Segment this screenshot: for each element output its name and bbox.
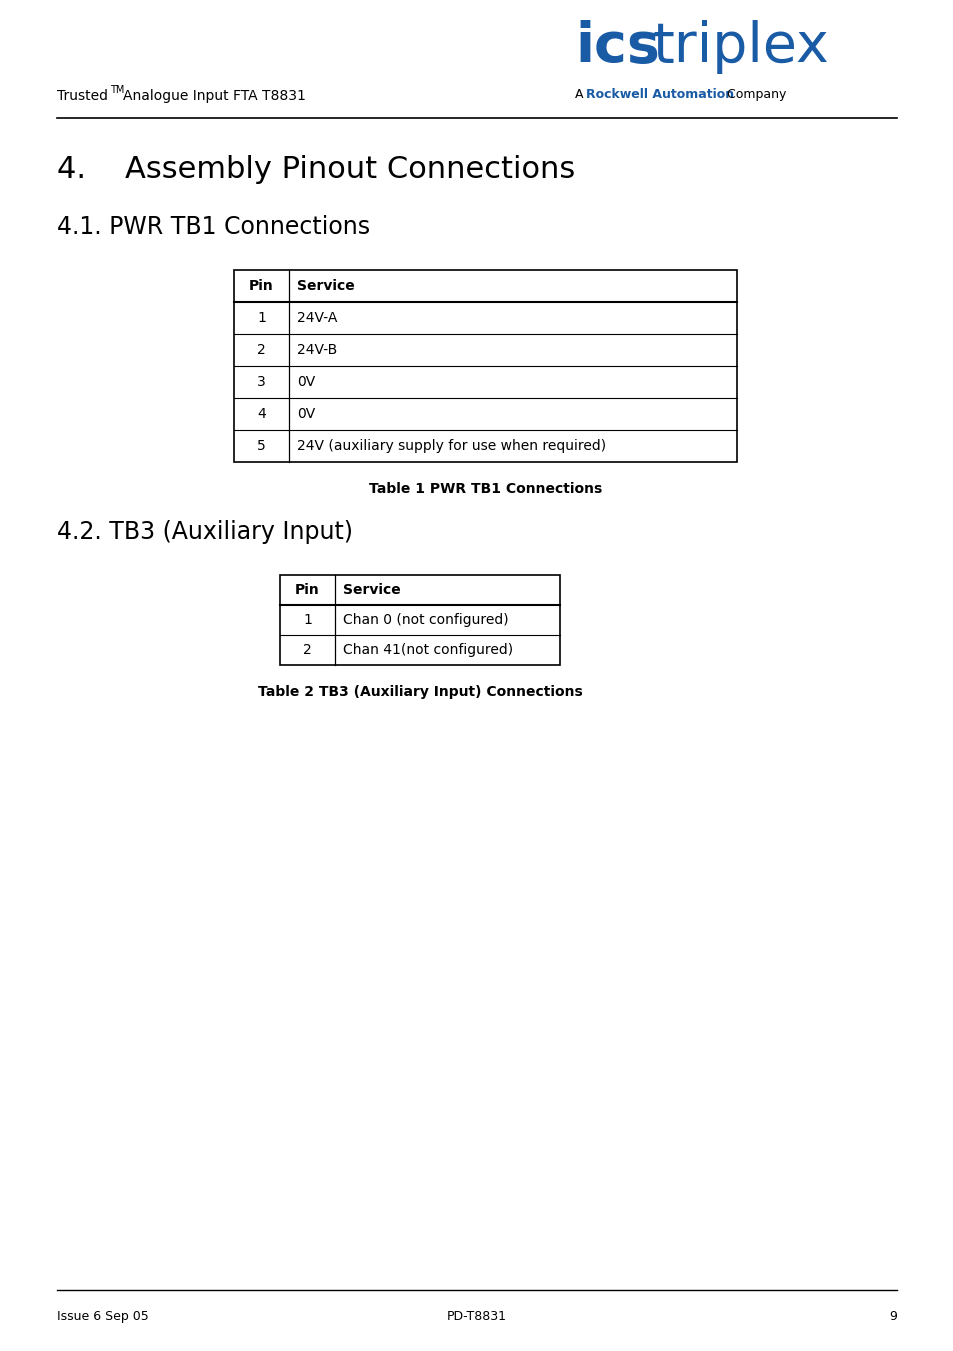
Bar (233, 270, 737, 462)
Text: 1: 1 (303, 613, 312, 627)
Text: Trusted: Trusted (57, 89, 108, 103)
Text: Chan 0 (not configured): Chan 0 (not configured) (343, 613, 508, 627)
Text: Company: Company (722, 88, 785, 101)
Text: Table 1 PWR TB1 Connections: Table 1 PWR TB1 Connections (369, 482, 601, 496)
Text: 3: 3 (257, 376, 266, 389)
Text: Analogue Input FTA T8831: Analogue Input FTA T8831 (123, 89, 306, 103)
Text: Chan 41(not configured): Chan 41(not configured) (343, 643, 513, 657)
Text: 9: 9 (888, 1310, 896, 1323)
Text: 0V: 0V (296, 407, 314, 422)
Text: 1: 1 (256, 311, 266, 326)
Text: 2: 2 (303, 643, 312, 657)
Bar (280, 576, 559, 665)
Text: 4.2. TB3 (Auxiliary Input): 4.2. TB3 (Auxiliary Input) (57, 520, 353, 544)
Text: ics: ics (575, 20, 659, 74)
Text: TM: TM (110, 85, 124, 95)
Text: triplex: triplex (652, 20, 829, 74)
Text: 24V-B: 24V-B (296, 343, 337, 357)
Text: 4.    Assembly Pinout Connections: 4. Assembly Pinout Connections (57, 155, 575, 184)
Text: 4.1. PWR TB1 Connections: 4.1. PWR TB1 Connections (57, 215, 370, 239)
Text: 24V-A: 24V-A (296, 311, 337, 326)
Text: Pin: Pin (249, 280, 274, 293)
Text: Issue 6 Sep 05: Issue 6 Sep 05 (57, 1310, 149, 1323)
Text: A: A (575, 88, 587, 101)
Text: 2: 2 (257, 343, 266, 357)
Text: 5: 5 (257, 439, 266, 453)
Text: Table 2 TB3 (Auxiliary Input) Connections: Table 2 TB3 (Auxiliary Input) Connection… (257, 685, 581, 698)
Text: Pin: Pin (294, 584, 319, 597)
Text: 4: 4 (257, 407, 266, 422)
Text: Rockwell Automation: Rockwell Automation (585, 88, 734, 101)
Text: Service: Service (343, 584, 400, 597)
Text: 24V (auxiliary supply for use when required): 24V (auxiliary supply for use when requi… (296, 439, 605, 453)
Text: PD-T8831: PD-T8831 (447, 1310, 506, 1323)
Text: 0V: 0V (296, 376, 314, 389)
Text: Service: Service (296, 280, 355, 293)
